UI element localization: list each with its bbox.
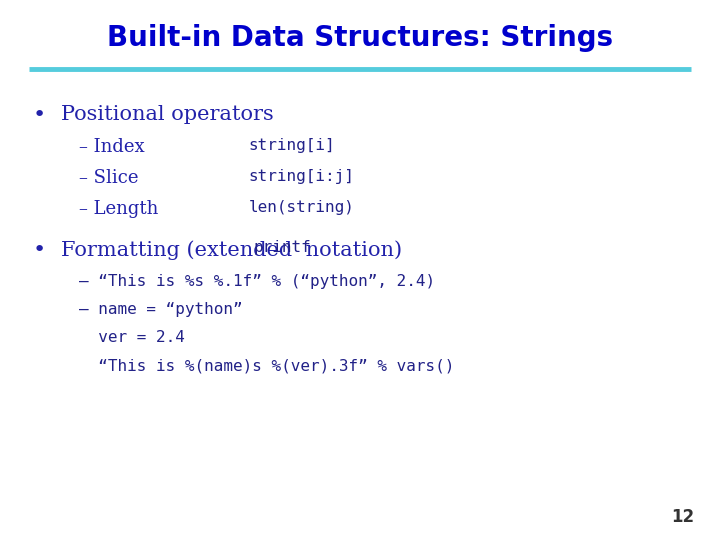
Text: – name = “python”: – name = “python”	[79, 302, 243, 318]
Text: – Index: – Index	[79, 138, 145, 156]
Text: “This is %(name)s %(ver).3f” % vars(): “This is %(name)s %(ver).3f” % vars()	[79, 359, 454, 374]
Text: •: •	[32, 240, 45, 260]
Text: Built-in Data Structures: Strings: Built-in Data Structures: Strings	[107, 24, 613, 52]
Text: •: •	[32, 105, 45, 125]
Text: ver = 2.4: ver = 2.4	[79, 330, 185, 346]
Text: Positional operators: Positional operators	[61, 105, 274, 124]
Text: – Length: – Length	[79, 200, 158, 218]
Text: Formatting (extended: Formatting (extended	[61, 240, 299, 260]
Text: 12: 12	[672, 509, 695, 526]
Text: string[i]: string[i]	[248, 138, 335, 153]
Text: printf: printf	[253, 240, 311, 255]
Text: – “This is %s %.1f” % (“python”, 2.4): – “This is %s %.1f” % (“python”, 2.4)	[79, 274, 436, 289]
Text: notation): notation)	[299, 240, 402, 259]
Text: string[i:j]: string[i:j]	[248, 169, 354, 184]
Text: len(string): len(string)	[248, 200, 354, 215]
Text: – Slice: – Slice	[79, 169, 139, 187]
